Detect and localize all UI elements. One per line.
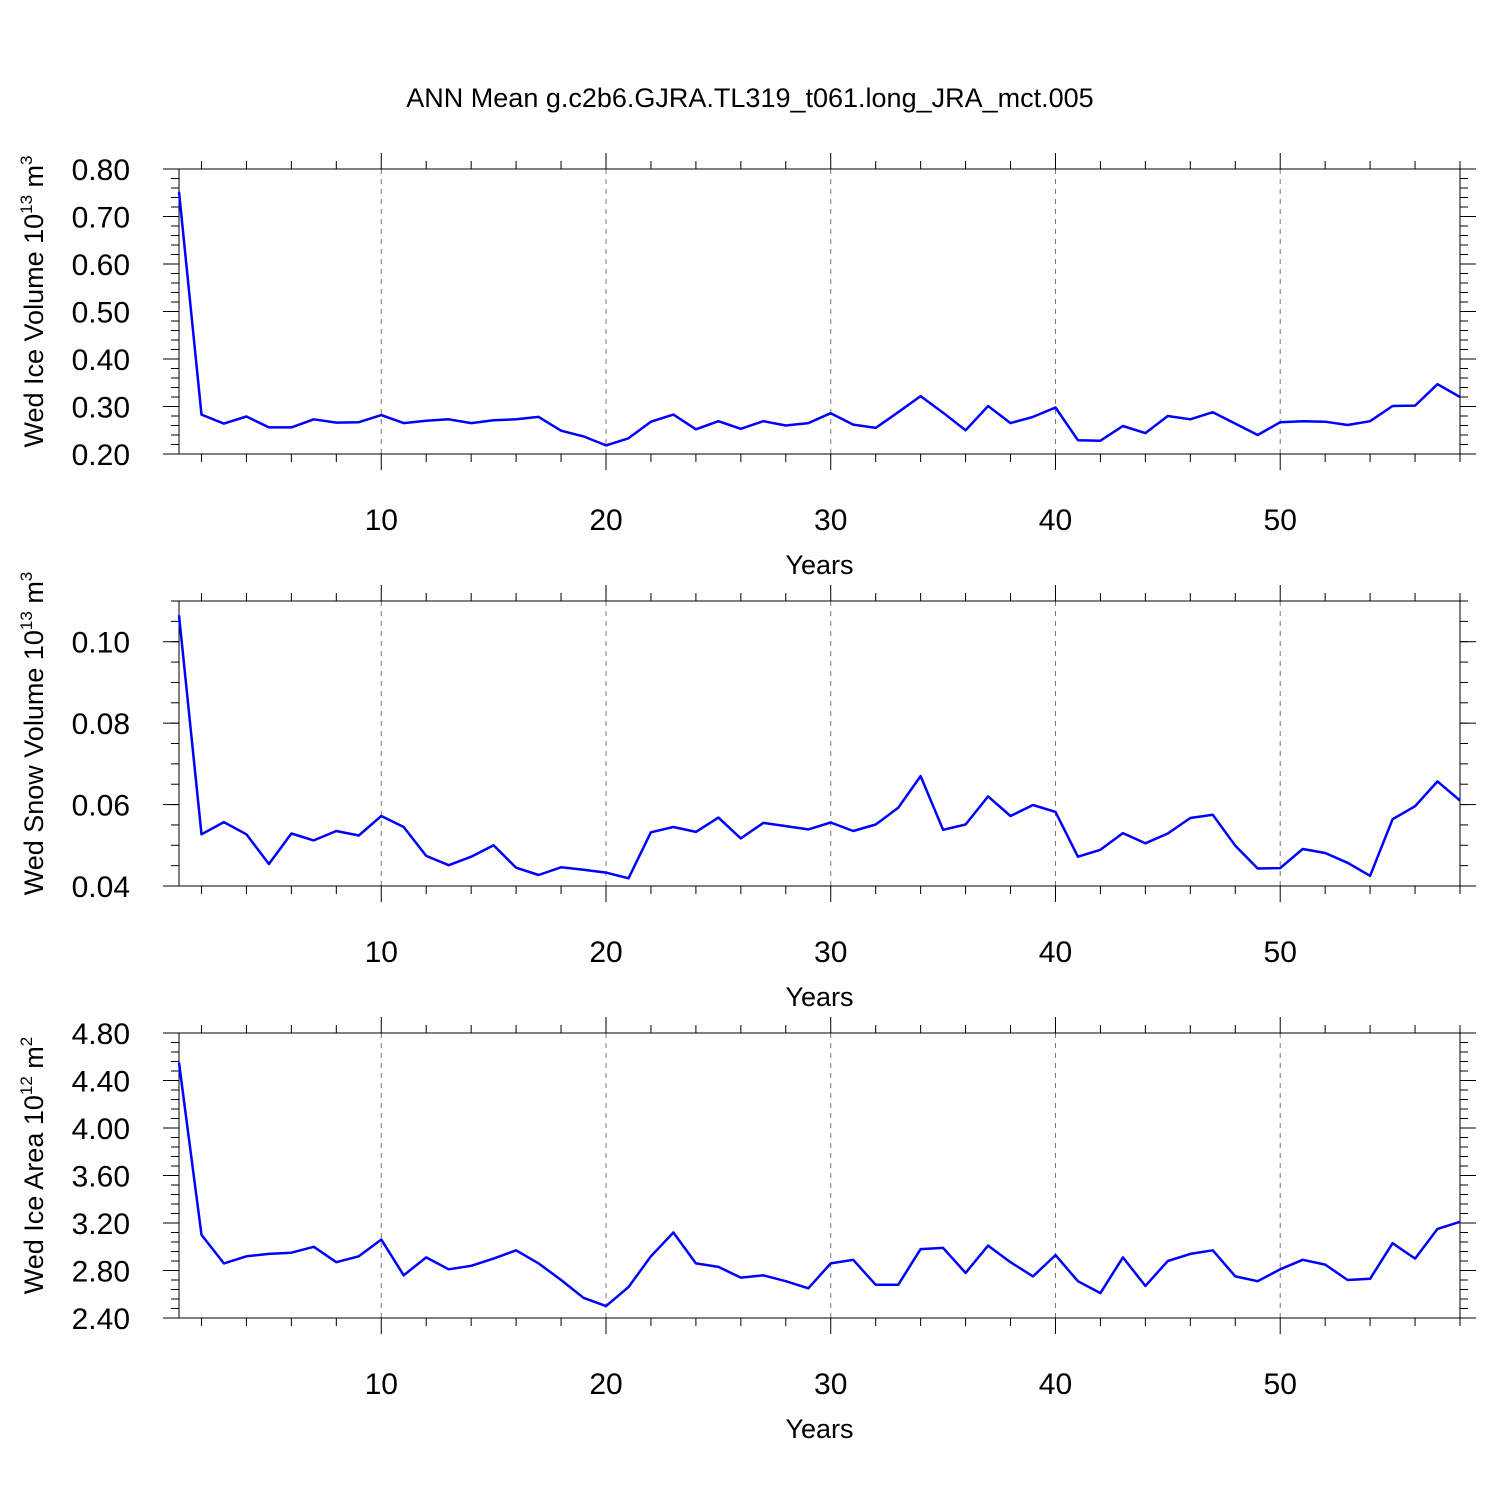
ice-volume-x-tick-label: 30	[814, 504, 847, 537]
ice-volume-y-tick-label: 0.40	[72, 344, 130, 377]
ice-volume-y-tick-label: 0.20	[72, 439, 130, 472]
ice-volume-x-tick-label: 20	[589, 504, 622, 537]
snow-volume-y-tick-label: 0.10	[72, 627, 130, 660]
snow-volume-y-tick-label: 0.04	[72, 871, 130, 904]
ice-volume-y-tick-label: 0.30	[72, 392, 130, 425]
ice-volume-x-tick-label: 10	[365, 504, 398, 537]
ice-area-y-tick-label: 4.00	[72, 1113, 130, 1146]
ice-volume-x-tick-label: 40	[1039, 504, 1072, 537]
ice-volume-y-axis-label: Wed Ice Volume 1013 m3	[17, 155, 49, 447]
snow-volume-x-axis-label: Years	[785, 982, 853, 1012]
panels-group: 10 20 30 40 50 0.20 0.30 0.40 0.50 0.60 0.70 0.80 Ye…	[17, 153, 1476, 1444]
snow-volume-x-tick-label: 50	[1264, 936, 1297, 969]
ice-volume-series-line	[177, 191, 1461, 447]
ice-volume-y-tick-label: 0.70	[72, 202, 130, 235]
ice-volume-y-tick-label: 0.50	[72, 297, 130, 330]
snow-volume-plot-frame	[178, 600, 1461, 887]
snow-volume-y-axis-label: Wed Snow Volume 1013 m3	[17, 572, 49, 896]
ice-area-y-tick-label: 3.20	[72, 1208, 130, 1241]
ice-volume-x-axis-label: Years	[785, 550, 853, 580]
ice-area-x-axis-label: Years	[785, 1414, 853, 1444]
ice-area-y-tick-label: 2.80	[72, 1256, 130, 1289]
panel-ice-area: 10 20 30 40 50 2.40 2.80 3.20 3.60 4.00 4.40 4.80 Ye…	[17, 1017, 1476, 1444]
ice-area-y-tick-label: 2.40	[72, 1303, 130, 1336]
snow-volume-y-tick-label: 0.06	[72, 790, 130, 823]
snow-volume-series-line	[177, 615, 1461, 880]
ice-area-x-tick-label: 30	[814, 1368, 847, 1401]
chart-title: ANN Mean g.c2b6.GJRA.TL319_t061.long_JRA…	[406, 83, 1093, 113]
ice-volume-x-tick-label: 50	[1264, 504, 1297, 537]
panel-ice-volume: 10 20 30 40 50 0.20 0.30 0.40 0.50 0.60 0.70 0.80 Ye…	[17, 153, 1476, 580]
ice-area-y-axis-label: Wed Ice Area 1012 m2	[17, 1037, 49, 1295]
ice-area-x-tick-label: 20	[589, 1368, 622, 1401]
ice-area-x-tick-label: 10	[365, 1368, 398, 1401]
ice-volume-plot-frame	[178, 168, 1461, 455]
panel-snow-volume: 10 20 30 40 50 0.04 0.06 0.08 0.10 Years Wed Snow …	[17, 572, 1476, 1012]
ice-volume-y-tick-label: 0.60	[72, 249, 130, 282]
snow-volume-x-tick-label: 30	[814, 936, 847, 969]
ice-area-series-line	[177, 1062, 1461, 1308]
snow-volume-x-tick-label: 40	[1039, 936, 1072, 969]
snow-volume-y-tick-label: 0.08	[72, 708, 130, 741]
ice-volume-y-tick-label: 0.80	[72, 154, 130, 187]
snow-volume-x-tick-label: 10	[365, 936, 398, 969]
ice-area-y-tick-label: 3.60	[72, 1161, 130, 1194]
ice-area-x-tick-label: 40	[1039, 1368, 1072, 1401]
ice-area-y-tick-label: 4.80	[72, 1018, 130, 1051]
ice-area-x-tick-label: 50	[1264, 1368, 1297, 1401]
ice-area-y-tick-label: 4.40	[72, 1066, 130, 1099]
snow-volume-x-tick-label: 20	[589, 936, 622, 969]
